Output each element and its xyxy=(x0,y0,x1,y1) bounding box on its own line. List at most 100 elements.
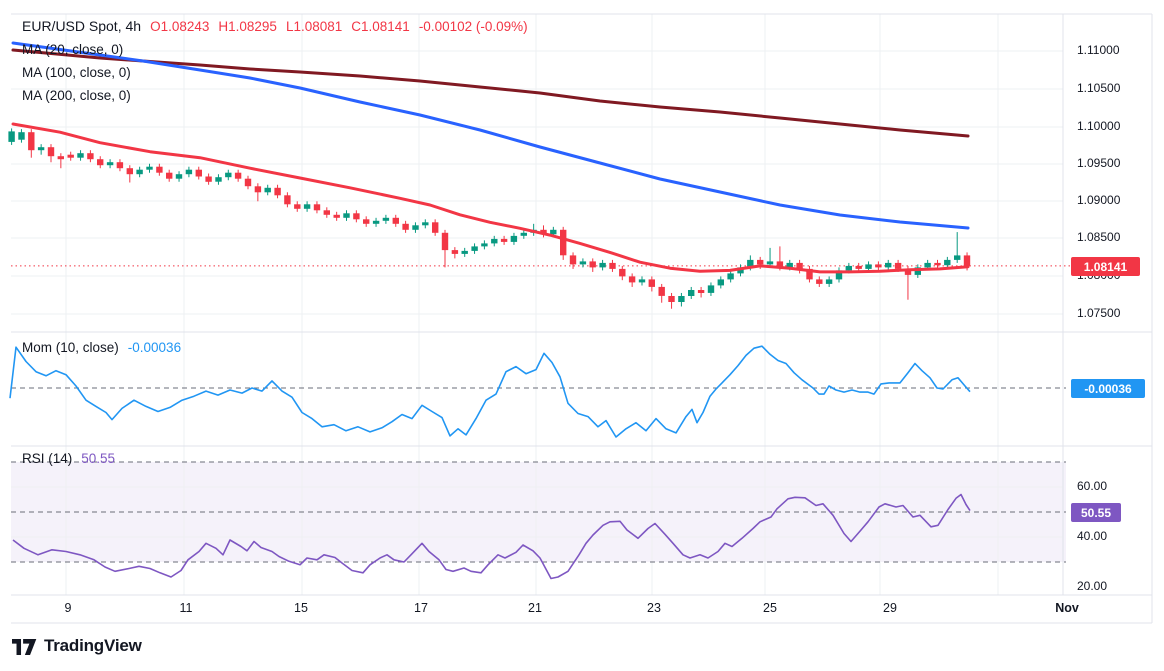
candle-body xyxy=(747,259,754,268)
ohlc-open: O1.08243 xyxy=(150,19,210,34)
candle-body xyxy=(126,168,133,175)
candle-body xyxy=(225,172,232,178)
time-axis-label: 23 xyxy=(647,601,661,615)
ohlc-low: L1.08081 xyxy=(285,19,343,34)
price-axis-label: 1.09000 xyxy=(1077,193,1121,207)
symbol-legend[interactable]: EUR/USD Spot, 4h O1.08243 H1.08295 L1.08… xyxy=(22,18,528,34)
candle-body xyxy=(392,217,399,224)
candle-body xyxy=(254,186,262,193)
candle-body xyxy=(658,286,665,296)
candle-body xyxy=(441,232,449,251)
candle-body xyxy=(757,259,764,265)
candle-body xyxy=(57,156,64,160)
candle-body xyxy=(461,250,468,254)
candle-body xyxy=(195,169,202,177)
candle-body xyxy=(175,174,183,179)
ma200-line xyxy=(11,48,970,138)
candle-body xyxy=(234,172,242,179)
candle-body xyxy=(707,285,715,293)
candle-body xyxy=(451,250,459,254)
candle-body xyxy=(97,159,104,166)
candle-body xyxy=(796,262,803,269)
rsi-value-badge: 50.55 xyxy=(1071,503,1121,522)
rsi-legend[interactable]: RSI (14) 50.55 xyxy=(22,451,115,466)
candle-body xyxy=(628,276,636,283)
candle-body xyxy=(786,262,793,268)
price-axis-label: 1.10500 xyxy=(1077,81,1121,95)
candle-body xyxy=(67,154,74,158)
ma100-legend[interactable]: MA (100, close, 0) xyxy=(22,65,131,80)
candle-body xyxy=(619,268,626,277)
candle-body xyxy=(422,222,429,226)
candle-body xyxy=(609,262,616,269)
time-axis-label: 11 xyxy=(179,601,193,615)
candle-body xyxy=(717,279,724,286)
ma200-legend-label: MA (200, close, 0) xyxy=(22,88,131,103)
candle-body xyxy=(875,264,882,268)
price-axis-label: 1.11000 xyxy=(1077,43,1120,57)
candle-body xyxy=(18,132,25,140)
candle-body xyxy=(323,210,330,215)
tradingview-logo-icon xyxy=(12,639,37,656)
rsi-axis-label: 60.00 xyxy=(1077,479,1108,493)
candle-body xyxy=(678,296,685,302)
candle-body xyxy=(37,147,45,151)
candle-body xyxy=(274,187,281,196)
candle-body xyxy=(963,255,971,266)
candle-body xyxy=(313,204,321,211)
momentum-legend[interactable]: Mom (10, close) -0.00036 xyxy=(22,340,181,355)
candle-body xyxy=(510,235,518,242)
ma200-legend[interactable]: MA (200, close, 0) xyxy=(22,88,131,103)
rsi-line xyxy=(12,493,971,580)
candle-body xyxy=(885,262,892,268)
current-price-badge: 1.08141 xyxy=(1071,257,1140,276)
candle-body xyxy=(47,147,55,157)
candle-body xyxy=(806,268,813,280)
time-axis-label: 15 xyxy=(294,601,308,615)
candle-body xyxy=(372,220,380,224)
candle-body xyxy=(579,261,587,265)
candle-body xyxy=(8,131,15,142)
candle-body xyxy=(727,273,734,280)
candle-body xyxy=(865,264,872,269)
candle-body xyxy=(412,225,419,230)
price-axis-label: 1.10000 xyxy=(1077,119,1121,133)
candle-body xyxy=(825,279,833,284)
candle-body xyxy=(638,279,646,283)
candle-body xyxy=(215,177,222,182)
candle-body xyxy=(569,255,577,265)
candle-body xyxy=(954,255,961,260)
ohlc-close: C1.08141 xyxy=(351,19,410,34)
candle-body xyxy=(205,176,212,182)
candle-body xyxy=(845,265,852,271)
time-axis-label: 17 xyxy=(414,601,428,615)
candle-body xyxy=(363,219,370,224)
candle-body xyxy=(106,162,114,166)
candle-body xyxy=(481,243,488,247)
candle-body xyxy=(77,153,84,158)
momentum-legend-label: Mom (10, close) xyxy=(22,340,119,355)
price-axis-label: 1.08500 xyxy=(1077,230,1121,244)
rsi-legend-value: 50.55 xyxy=(81,451,116,466)
ma20-legend[interactable]: MA (20, close, 0) xyxy=(22,42,123,57)
candle-body xyxy=(185,169,193,175)
candle-body xyxy=(471,246,478,251)
time-axis-label: 9 xyxy=(64,601,72,615)
candle-body xyxy=(156,166,163,173)
candle-body xyxy=(136,169,143,175)
rsi-axis-label: 40.00 xyxy=(1077,529,1108,543)
candle-body xyxy=(244,178,252,187)
tradingview-logo[interactable]: TradingView xyxy=(12,636,142,656)
candle-body xyxy=(28,132,35,151)
candle-body xyxy=(382,217,390,221)
candle-body xyxy=(146,166,153,170)
candle-body xyxy=(648,279,655,287)
ohlc-high: H1.08295 xyxy=(218,19,277,34)
candle-body xyxy=(894,262,902,269)
momentum-line xyxy=(9,345,971,438)
candle-body xyxy=(264,187,271,193)
ma20-line xyxy=(11,122,970,274)
candle-body xyxy=(560,229,567,256)
candle-body xyxy=(87,153,94,160)
